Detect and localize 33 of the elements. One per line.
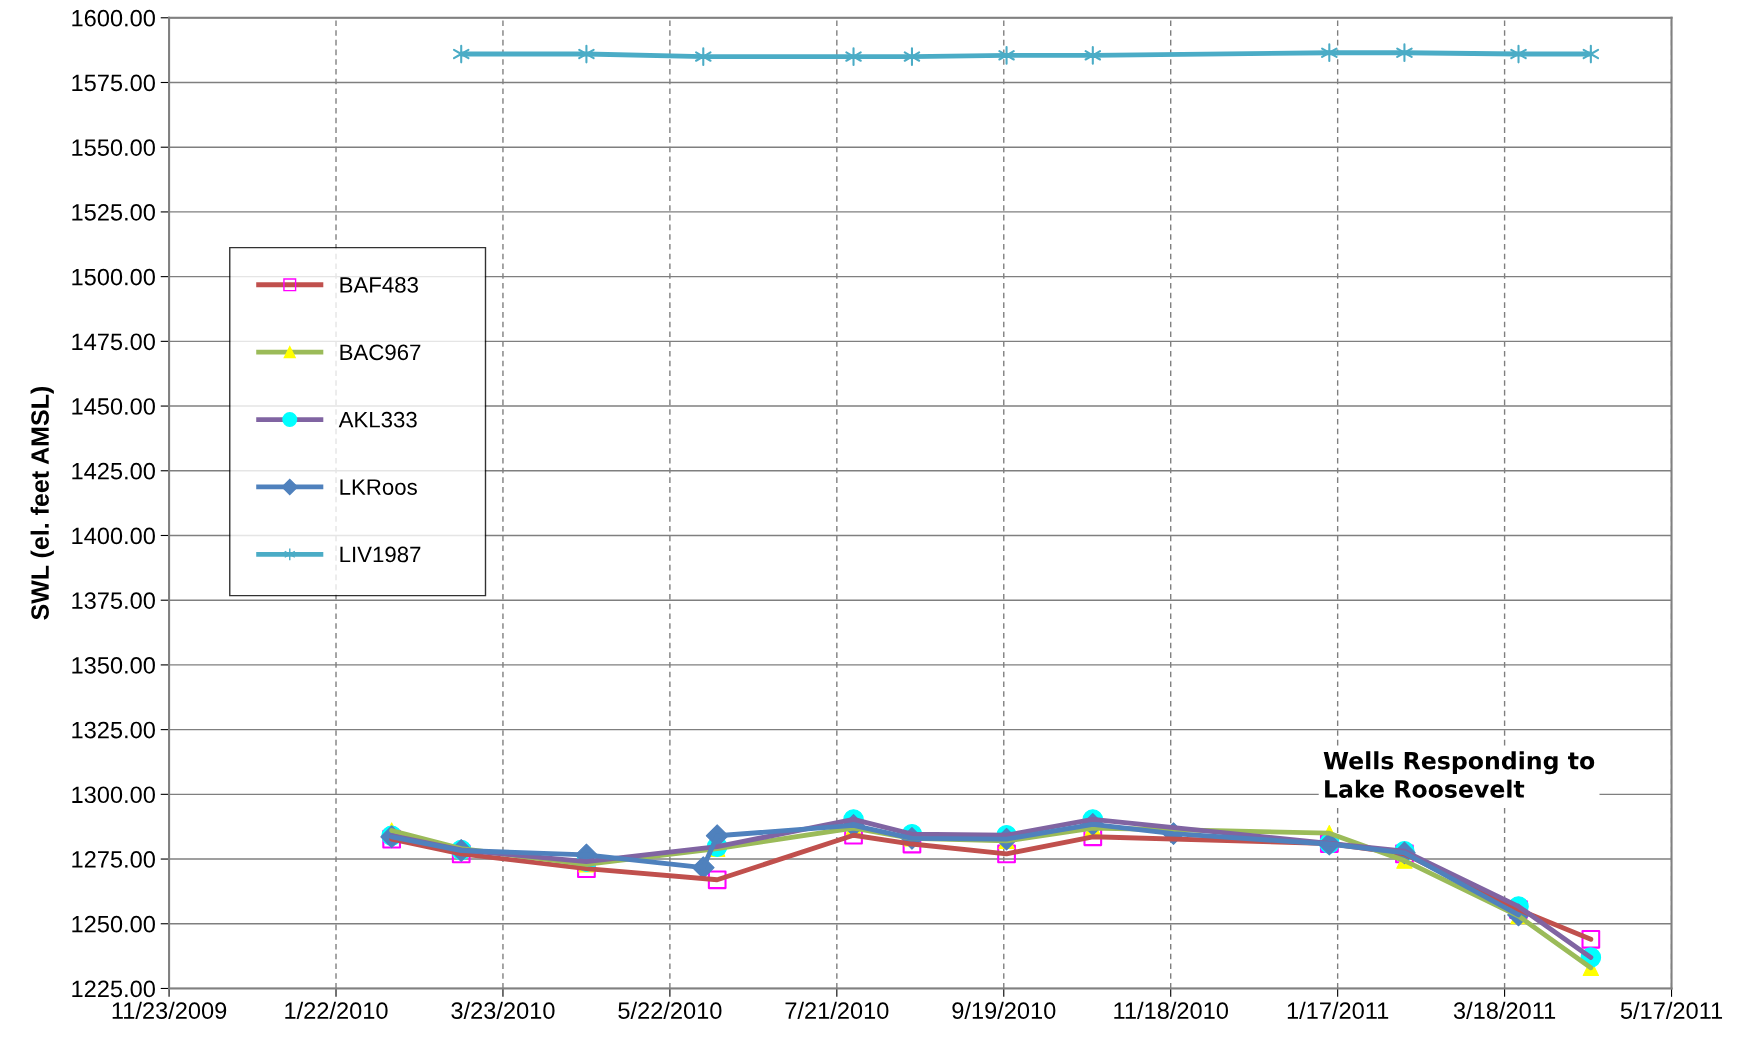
y-tick-label: 1575.00 <box>72 74 155 92</box>
x-tick-label: 1/17/2011 <box>1287 1001 1389 1020</box>
x-tick-label: 11/23/2009 <box>112 1001 227 1020</box>
y-tick-label: 1375.00 <box>72 592 155 609</box>
y-axis-title: SWL (el. feet AMSL) <box>30 387 54 620</box>
y-tick-label: 1275.00 <box>72 851 155 868</box>
y-tick-label: 1400.00 <box>72 527 155 545</box>
y-tick-label: 1475.00 <box>72 333 155 351</box>
y-tick-label: 1250.00 <box>72 915 155 933</box>
x-tick-label: 5/22/2010 <box>618 1001 722 1020</box>
y-tick-label: 1550.00 <box>72 139 155 156</box>
x-tick-label: 7/21/2010 <box>785 1001 889 1020</box>
legend-label: AKL333 <box>338 411 417 428</box>
x-tick-label: 5/17/2011 <box>1620 1001 1723 1020</box>
annotation: Wells Responding to Lake Roosevelt <box>1323 751 1595 798</box>
legend-label: LIV1987 <box>340 546 421 563</box>
y-tick-label: 1450.00 <box>72 398 155 415</box>
y-tick-label: 1225.00 <box>72 980 155 998</box>
x-tick-label: 3/18/2011 <box>1453 1001 1556 1020</box>
y-tick-label: 1325.00 <box>72 721 155 739</box>
x-tick-label: 9/19/2010 <box>952 1001 1056 1020</box>
y-tick-label: 1500.00 <box>72 268 155 286</box>
x-tick-label: 11/18/2010 <box>1114 1001 1229 1020</box>
y-tick-label: 1425.00 <box>72 462 155 480</box>
y-tick-label: 1350.00 <box>72 656 155 674</box>
y-tick-label: 1300.00 <box>72 786 155 804</box>
y-tick-label: 1600.00 <box>72 9 155 27</box>
x-tick-label: 3/23/2010 <box>451 1001 555 1020</box>
legend-label: LKRoos <box>340 479 417 495</box>
x-tick-label: 1/22/2010 <box>285 1001 388 1020</box>
legend-label: BAF483 <box>340 277 418 293</box>
legend-label: BAC967 <box>340 344 421 361</box>
y-tick-label: 1525.00 <box>72 203 155 221</box>
